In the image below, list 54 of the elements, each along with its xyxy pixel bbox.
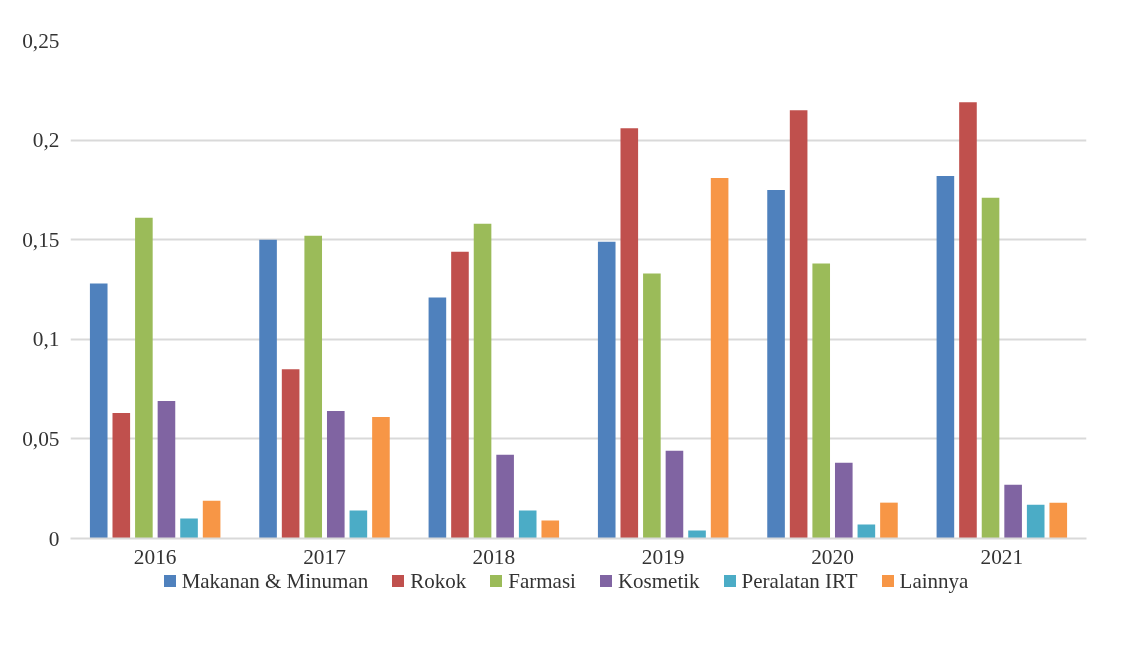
bar (157, 401, 176, 539)
bar (89, 283, 108, 539)
y-tick-label: 0 (48, 526, 60, 551)
legend-label: Peralatan IRT (741, 569, 858, 593)
legend-label: Rokok (410, 568, 467, 595)
bar (180, 518, 198, 539)
y-tick-label: 0,25 (22, 28, 60, 53)
bar (1004, 484, 1022, 539)
bar (936, 175, 955, 539)
bar (643, 273, 661, 539)
x-tick-label: 2019 (641, 544, 685, 569)
bar (112, 413, 131, 539)
bar (518, 510, 537, 539)
bar (1049, 502, 1068, 539)
bar (202, 500, 221, 539)
bar (959, 102, 977, 539)
x-tick-label: 2018 (472, 544, 516, 569)
legend-label: Farmasi (508, 569, 576, 593)
bar (349, 510, 368, 539)
bar (451, 251, 469, 539)
bar (541, 520, 560, 539)
bar (880, 502, 898, 539)
bar (135, 217, 153, 539)
bar (372, 416, 390, 539)
legend-label: Kosmetik (617, 569, 700, 593)
bar (981, 197, 1000, 539)
bar (834, 462, 853, 539)
bar (326, 411, 345, 539)
bar (767, 189, 785, 539)
y-tick-label: 0,05 (22, 426, 60, 451)
bar (688, 530, 706, 539)
y-tick-label: 0,15 (22, 227, 60, 252)
legend-label: Makanan & Minuman (181, 569, 369, 593)
x-tick-label: 2020 (811, 544, 854, 569)
bar (496, 454, 514, 539)
bar (259, 239, 277, 539)
y-tick-label: 0,1 (32, 327, 60, 352)
bar (710, 177, 729, 539)
x-tick-label: 2016 (133, 544, 177, 569)
bar (857, 524, 876, 539)
y-tick-label: 0,2 (32, 128, 60, 153)
bar (304, 235, 323, 539)
bar (812, 263, 831, 539)
bar (281, 369, 300, 539)
bar (789, 110, 808, 539)
legend-label: Lainnya (899, 568, 969, 595)
bar (665, 450, 684, 539)
bar (620, 128, 639, 539)
bar (428, 297, 447, 539)
x-tick-label: 2021 (980, 544, 1024, 569)
bar (597, 241, 616, 539)
x-tick-label: 2017 (303, 544, 347, 569)
bar (473, 223, 492, 539)
bar (1026, 504, 1045, 539)
